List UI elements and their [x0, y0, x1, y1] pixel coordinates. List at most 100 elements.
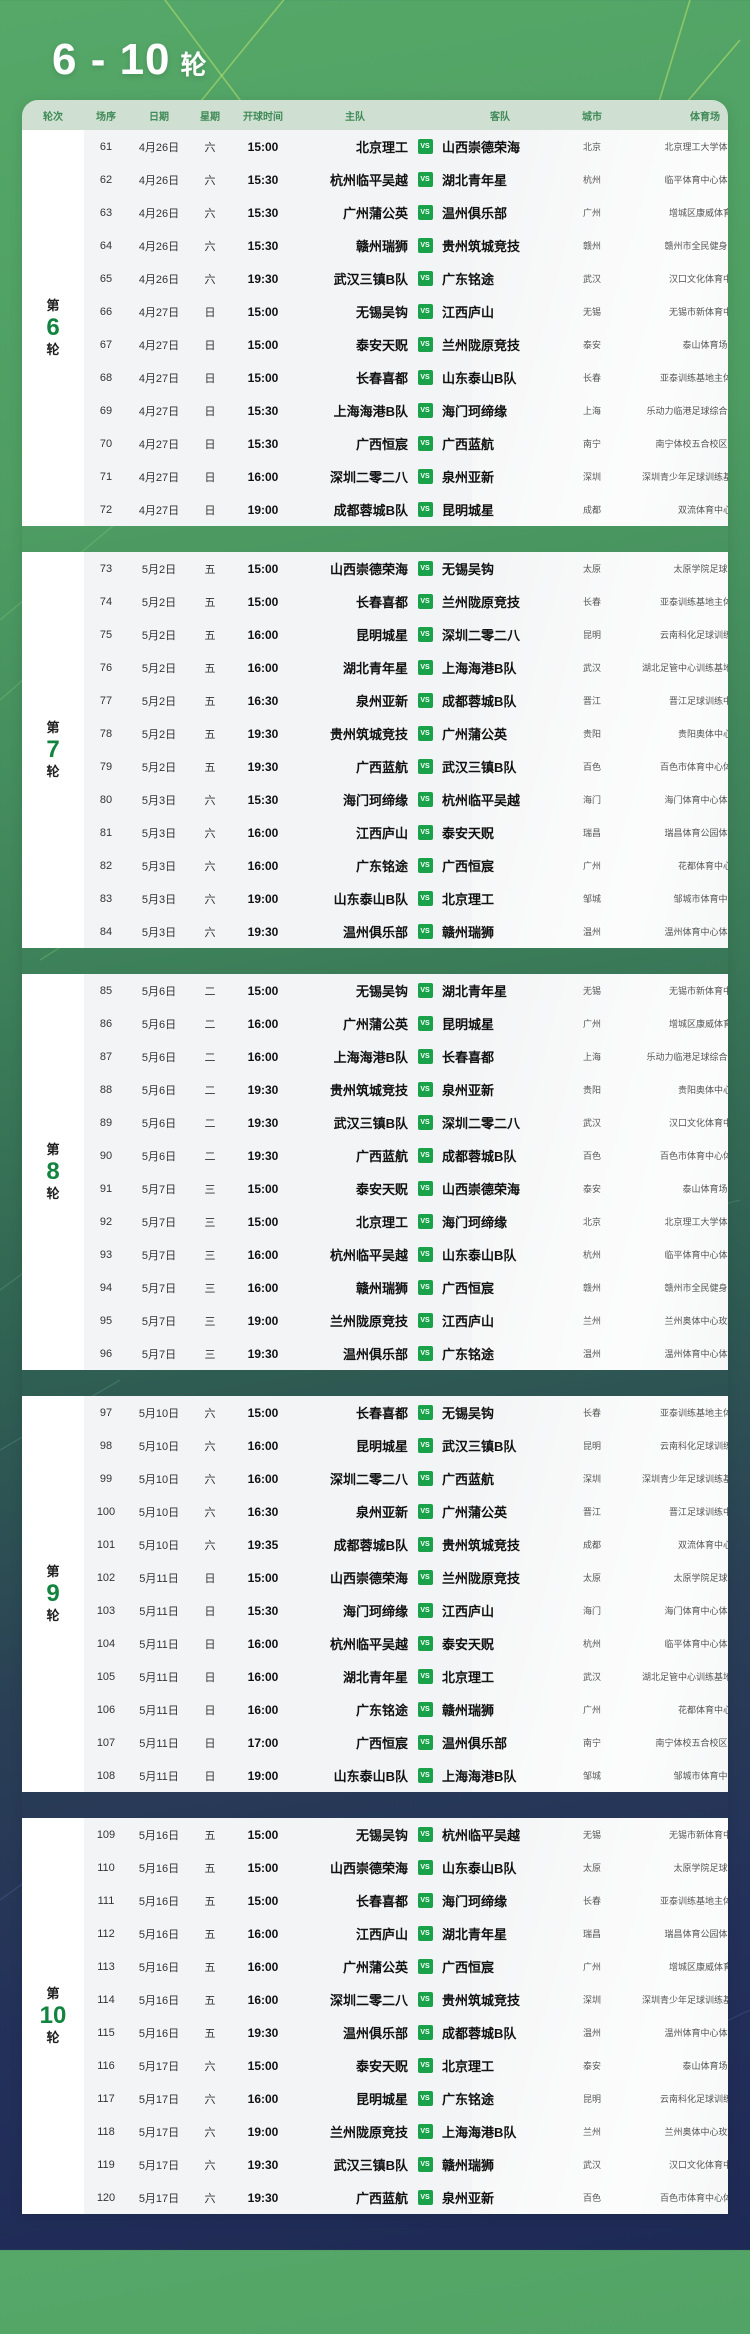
- table-row[interactable]: 89 5月6日 二 19:30 武汉三镇B队 VS 深圳二零二八 武汉 汉口文化体育中心: [84, 1106, 728, 1139]
- cell-kickoff-time: 15:30: [247, 792, 279, 807]
- cell-venue: 深圳青少年足球训练基地中心场: [641, 1474, 728, 1484]
- table-row[interactable]: 106 5月11日 日 16:00 广东铭途 VS 赣州瑞狮 广州 花都体育中心: [84, 1693, 728, 1726]
- table-row[interactable]: 90 5月6日 二 19:30 广西蓝航 VS 成都蓉城B队 百色 百色市体育中心体育场: [84, 1139, 728, 1172]
- table-row[interactable]: 114 5月16日 五 16:00 深圳二零二八 VS 贵州筑城竞技 深圳 深圳青少年足球训练基…: [84, 1983, 728, 2016]
- table-row[interactable]: 107 5月11日 日 17:00 广西恒宸 VS 温州俱乐部 南宁 南宁体校五合校区体育场: [84, 1726, 728, 1759]
- cell-kickoff-time: 15:00: [247, 1860, 279, 1875]
- table-row[interactable]: 87 5月6日 二 16:00 上海海港B队 VS 长春喜都 上海 乐动力临港足球综合运动中心: [84, 1040, 728, 1073]
- table-row[interactable]: 71 4月27日 日 16:00 深圳二零二八 VS 泉州亚新 深圳 深圳青少年足球训练基地中心…: [84, 460, 728, 493]
- table-row[interactable]: 77 5月2日 五 16:30 泉州亚新 VS 成都蓉城B队 晋江 晋江足球训练中心: [84, 684, 728, 717]
- table-row[interactable]: 108 5月11日 日 19:00 山东泰山B队 VS 上海海港B队 邹城 邹城市体育中心: [84, 1759, 728, 1792]
- cell-city: 泰安: [582, 340, 601, 350]
- cell-venue: 北京理工大学体育场: [664, 1217, 728, 1227]
- table-row[interactable]: 84 5月3日 六 19:30 温州俱乐部 VS 赣州瑞狮 温州 温州体育中心体育场: [84, 915, 728, 948]
- cell-match-no: 63: [99, 206, 113, 219]
- cell-date: 5月16日: [138, 1895, 180, 1908]
- table-row[interactable]: 68 4月27日 日 15:00 长春喜都 VS 山东泰山B队 长春 亚泰训练基地主体育场: [84, 361, 728, 394]
- table-row[interactable]: 91 5月7日 三 15:00 泰安天贶 VS 山西崇德荣海 泰安 泰山体育场: [84, 1172, 728, 1205]
- cell-weekday: 日: [204, 1704, 216, 1717]
- vs-badge-icon: VS: [414, 337, 436, 352]
- table-row[interactable]: 101 5月10日 六 19:35 成都蓉城B队 VS 贵州筑城竞技 成都 双流体育中心: [84, 1528, 728, 1561]
- cell-kickoff-time: 15:00: [247, 983, 279, 998]
- table-row[interactable]: 115 5月16日 五 19:30 温州俱乐部 VS 成都蓉城B队 温州 温州体育中心体育场: [84, 2016, 728, 2049]
- table-row[interactable]: 76 5月2日 五 16:00 湖北青年星 VS 上海海港B队 武汉 湖北足管中心训练基地中心球…: [84, 651, 728, 684]
- table-row[interactable]: 95 5月7日 三 19:00 兰州陇原竞技 VS 江西庐山 兰州 兰州奥体中心玫瑰场: [84, 1304, 728, 1337]
- cell-home-team: 无锡吴钩: [355, 984, 408, 999]
- table-row[interactable]: 63 4月26日 六 15:30 广州蒲公英 VS 温州俱乐部 广州 增城区康威体育场: [84, 196, 728, 229]
- table-row[interactable]: 64 4月26日 六 15:30 赣州瑞狮 VS 贵州筑城竞技 赣州 赣州市全民健身中心: [84, 229, 728, 262]
- cell-away-team: 赣州瑞狮: [442, 925, 495, 940]
- cell-date: 4月27日: [138, 339, 180, 352]
- table-row[interactable]: 116 5月17日 六 15:00 泰安天贶 VS 北京理工 泰安 泰山体育场: [84, 2049, 728, 2082]
- table-row[interactable]: 119 5月17日 六 19:30 武汉三镇B队 VS 赣州瑞狮 武汉 汉口文化体育中心: [84, 2148, 728, 2181]
- table-row[interactable]: 73 5月2日 五 15:00 山西崇德荣海 VS 无锡吴钩 太原 太原学院足球场: [84, 552, 728, 585]
- table-row[interactable]: 67 4月27日 日 15:00 泰安天贶 VS 兰州陇原竞技 泰安 泰山体育场: [84, 328, 728, 361]
- round-range: 6 - 10: [52, 35, 171, 84]
- cell-home-team: 北京理工: [355, 140, 408, 155]
- table-row[interactable]: 105 5月11日 日 16:00 湖北青年星 VS 北京理工 武汉 湖北足管中心训练基地中心球…: [84, 1660, 728, 1693]
- cell-match-no: 72: [99, 503, 113, 516]
- table-row[interactable]: 94 5月7日 三 16:00 赣州瑞狮 VS 广西恒宸 赣州 赣州市全民健身中心: [84, 1271, 728, 1304]
- cell-match-no: 96: [99, 1347, 113, 1360]
- table-row[interactable]: 72 4月27日 日 19:00 成都蓉城B队 VS 昆明城星 成都 双流体育中心: [84, 493, 728, 526]
- table-row[interactable]: 79 5月2日 五 19:30 广西蓝航 VS 武汉三镇B队 百色 百色市体育中心体育场: [84, 750, 728, 783]
- table-row[interactable]: 66 4月27日 日 15:00 无锡吴钩 VS 江西庐山 无锡 无锡市新体育中心: [84, 295, 728, 328]
- table-row[interactable]: 78 5月2日 五 19:30 贵州筑城竞技 VS 广州蒲公英 贵阳 贵阳奥体中心: [84, 717, 728, 750]
- table-row[interactable]: 117 5月17日 六 16:00 昆明城星 VS 广东铭途 昆明 云南科化足球训练基地: [84, 2082, 728, 2115]
- cell-kickoff-time: 15:00: [247, 1893, 279, 1908]
- table-row[interactable]: 120 5月17日 六 19:30 广西蓝航 VS 泉州亚新 百色 百色市体育中心体育场: [84, 2181, 728, 2214]
- cell-match-no: 82: [99, 859, 113, 872]
- cell-venue: 太原学院足球场: [673, 1573, 728, 1583]
- table-row[interactable]: 112 5月16日 五 16:00 江西庐山 VS 湖北青年星 瑞昌 瑞昌体育公园体育场: [84, 1917, 728, 1950]
- table-row[interactable]: 69 4月27日 日 15:30 上海海港B队 VS 海门珂缔缘 上海 乐动力临港足球综合运动中…: [84, 394, 728, 427]
- cell-match-no: 91: [99, 1182, 113, 1195]
- table-row[interactable]: 98 5月10日 六 16:00 昆明城星 VS 武汉三镇B队 昆明 云南科化足球训练基地: [84, 1429, 728, 1462]
- cell-kickoff-time: 16:00: [247, 1992, 279, 2007]
- table-row[interactable]: 86 5月6日 二 16:00 广州蒲公英 VS 昆明城星 广州 增城区康威体育场: [84, 1007, 728, 1040]
- table-row[interactable]: 100 5月10日 六 16:30 泉州亚新 VS 广州蒲公英 晋江 晋江足球训练中心: [84, 1495, 728, 1528]
- vs-badge-icon: VS: [414, 1603, 436, 1618]
- table-row[interactable]: 109 5月16日 五 15:00 无锡吴钩 VS 杭州临平吴越 无锡 无锡市新体育中心: [84, 1818, 728, 1851]
- cell-venue: 深圳青少年足球训练基地中心场: [641, 1995, 728, 2005]
- table-row[interactable]: 83 5月3日 六 19:00 山东泰山B队 VS 北京理工 邹城 邹城市体育中心: [84, 882, 728, 915]
- table-row[interactable]: 99 5月10日 六 16:00 深圳二零二八 VS 广西蓝航 深圳 深圳青少年足球训练基地中心…: [84, 1462, 728, 1495]
- cell-weekday: 五: [204, 662, 216, 675]
- cell-weekday: 五: [204, 728, 216, 741]
- table-row[interactable]: 70 4月27日 日 15:30 广西恒宸 VS 广西蓝航 南宁 南宁体校五合校区体育场: [84, 427, 728, 460]
- cell-kickoff-time: 16:00: [247, 1016, 279, 1031]
- round-number: 8: [46, 1158, 60, 1186]
- cell-home-team: 山西崇德荣海: [329, 1861, 408, 1876]
- table-row[interactable]: 96 5月7日 三 19:30 温州俱乐部 VS 广东铭途 温州 温州体育中心体育场: [84, 1337, 728, 1370]
- cell-venue: 贵阳奥体中心: [677, 729, 728, 739]
- vs-badge-icon: VS: [414, 469, 436, 484]
- table-row[interactable]: 61 4月26日 六 15:00 北京理工 VS 山西崇德荣海 北京 北京理工大学体育场: [84, 130, 728, 163]
- vs-badge-icon: VS: [414, 502, 436, 517]
- table-row[interactable]: 65 4月26日 六 19:30 武汉三镇B队 VS 广东铭途 武汉 汉口文化体育中心: [84, 262, 728, 295]
- cell-kickoff-time: 15:00: [247, 1405, 279, 1420]
- table-row[interactable]: 88 5月6日 二 19:30 贵州筑城竞技 VS 泉州亚新 贵阳 贵阳奥体中心: [84, 1073, 728, 1106]
- table-row[interactable]: 118 5月17日 六 19:00 兰州陇原竞技 VS 上海海港B队 兰州 兰州奥体中心玫瑰场: [84, 2115, 728, 2148]
- cell-date: 5月16日: [138, 1829, 180, 1842]
- table-row[interactable]: 111 5月16日 五 15:00 长春喜都 VS 海门珂缔缘 长春 亚泰训练基地主体育场: [84, 1884, 728, 1917]
- table-row[interactable]: 104 5月11日 日 16:00 杭州临平吴越 VS 泰安天贶 杭州 临平体育中心体育场: [84, 1627, 728, 1660]
- table-row[interactable]: 97 5月10日 六 15:00 长春喜都 VS 无锡吴钩 长春 亚泰训练基地主体育场: [84, 1396, 728, 1429]
- table-row[interactable]: 103 5月11日 日 15:30 海门珂缔缘 VS 江西庐山 海门 海门体育中心体育场: [84, 1594, 728, 1627]
- table-row[interactable]: 85 5月6日 二 15:00 无锡吴钩 VS 湖北青年星 无锡 无锡市新体育中心: [84, 974, 728, 1007]
- table-row[interactable]: 74 5月2日 五 15:00 长春喜都 VS 兰州陇原竞技 长春 亚泰训练基地主体育场: [84, 585, 728, 618]
- table-row[interactable]: 62 4月26日 六 15:30 杭州临平吴越 VS 湖北青年星 杭州 临平体育中心体育场: [84, 163, 728, 196]
- vs-badge-icon: VS: [414, 1214, 436, 1229]
- table-row[interactable]: 81 5月3日 六 16:00 江西庐山 VS 泰安天贶 瑞昌 瑞昌体育公园体育场: [84, 816, 728, 849]
- cell-date: 5月3日: [141, 794, 177, 807]
- table-row[interactable]: 102 5月11日 日 15:00 山西崇德荣海 VS 兰州陇原竞技 太原 太原学院足球场: [84, 1561, 728, 1594]
- table-row[interactable]: 75 5月2日 五 16:00 昆明城星 VS 深圳二零二八 昆明 云南科化足球训练基地: [84, 618, 728, 651]
- table-row[interactable]: 93 5月7日 三 16:00 杭州临平吴越 VS 山东泰山B队 杭州 临平体育中心体育场: [84, 1238, 728, 1271]
- table-row[interactable]: 92 5月7日 三 15:00 北京理工 VS 海门珂缔缘 北京 北京理工大学体育场: [84, 1205, 728, 1238]
- table-row[interactable]: 82 5月3日 六 16:00 广东铭途 VS 广西恒宸 广州 花都体育中心: [84, 849, 728, 882]
- table-row[interactable]: 80 5月3日 六 15:30 海门珂缔缘 VS 杭州临平吴越 海门 海门体育中心体育场: [84, 783, 728, 816]
- table-row[interactable]: 113 5月16日 五 16:00 广州蒲公英 VS 广西恒宸 广州 增城区康威体育场: [84, 1950, 728, 1983]
- table-row[interactable]: 110 5月16日 五 15:00 山西崇德荣海 VS 山东泰山B队 太原 太原学院足球场: [84, 1851, 728, 1884]
- cell-match-no: 87: [99, 1050, 113, 1063]
- cell-date: 5月6日: [141, 1018, 177, 1031]
- cell-city: 太原: [582, 1863, 601, 1873]
